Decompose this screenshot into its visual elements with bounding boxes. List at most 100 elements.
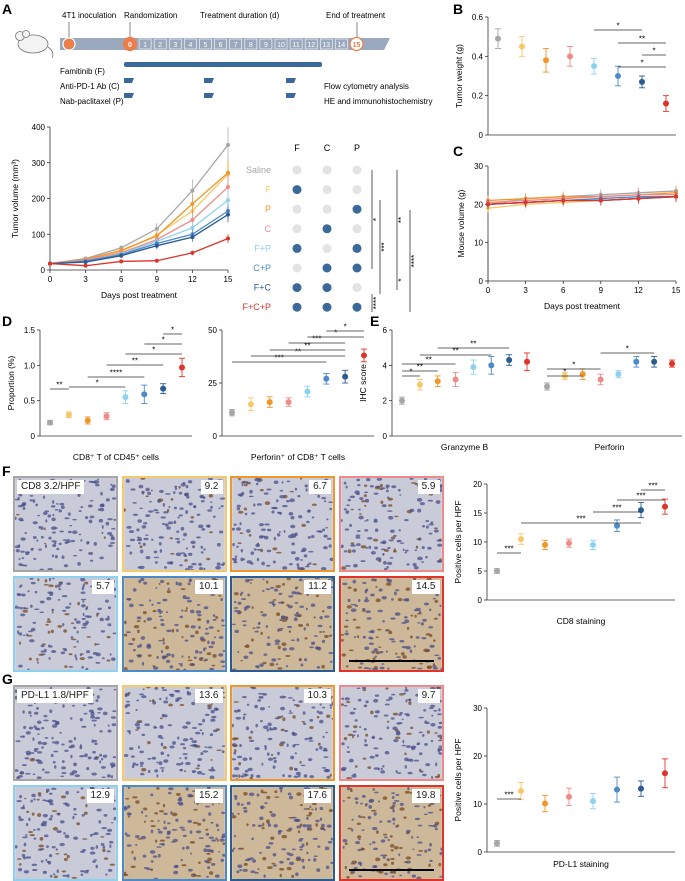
flow-label: Flow cytometry analysis xyxy=(324,82,409,91)
data-point xyxy=(561,198,566,203)
sig-label: **** xyxy=(410,255,419,267)
group-label: Granzyme B xyxy=(441,442,489,452)
data-point xyxy=(119,259,124,264)
data-point xyxy=(636,196,641,201)
data-point xyxy=(615,371,622,378)
day-box xyxy=(274,38,288,50)
x-tick-label: 9 xyxy=(599,286,604,295)
data-point xyxy=(486,202,490,207)
data-point xyxy=(141,391,148,398)
data-point xyxy=(226,209,230,214)
duration-label: Treatment duration (d) xyxy=(200,11,280,20)
series-line-F+C xyxy=(487,196,677,205)
data-point xyxy=(494,840,500,847)
sig-label: * xyxy=(572,361,575,370)
data-point xyxy=(65,411,72,418)
legend-dot xyxy=(352,243,362,253)
data-point xyxy=(544,383,550,390)
tile-count: 6.7 xyxy=(309,480,331,494)
micrograph-tile: CD8 3.2/HPF xyxy=(13,476,118,572)
x-tick-label: 3 xyxy=(523,286,528,295)
day-box xyxy=(229,38,242,50)
day-badge xyxy=(349,36,364,52)
nab-paclitaxel-dose xyxy=(204,93,214,98)
mouse-icon xyxy=(15,30,54,59)
data-point xyxy=(247,401,254,408)
day-box xyxy=(289,38,303,50)
data-point xyxy=(83,257,88,262)
data-point xyxy=(119,253,124,258)
tile-count: PD-L1 1.8/HPF xyxy=(17,689,93,703)
legend-dot xyxy=(322,165,332,175)
sig-label: * xyxy=(397,278,406,281)
x-tick-label: 0 xyxy=(486,286,491,295)
data-point xyxy=(48,261,52,266)
micrograph-tile: 9.2 xyxy=(121,476,227,572)
y-tick-label: 0 xyxy=(478,848,483,857)
y-tick-label: 2 xyxy=(383,397,388,406)
series-line-Saline xyxy=(487,190,677,205)
data-point xyxy=(598,198,603,203)
sig-label: *** xyxy=(274,354,283,363)
drug-f-label: Famitinib (F) xyxy=(60,67,105,76)
data-point xyxy=(83,259,88,264)
data-point xyxy=(342,373,349,380)
data-point xyxy=(674,188,678,193)
data-point xyxy=(47,419,53,426)
data-point xyxy=(542,541,548,548)
data-point xyxy=(361,352,367,359)
data-point xyxy=(103,413,110,420)
panel-e-letter: E xyxy=(370,313,379,329)
day-label: 2 xyxy=(158,42,162,49)
tile-count: 14.5 xyxy=(412,580,440,594)
data-point xyxy=(84,417,91,424)
timeline-bar: 0 1 2 3 4 5 6 7 8 9 10 11 12 13 14 15 xyxy=(60,36,390,52)
data-point xyxy=(523,198,528,203)
day-box xyxy=(319,38,333,50)
y-tick-label: 10 xyxy=(474,239,483,248)
sig-label: * xyxy=(162,336,165,345)
sig-label: **** xyxy=(110,369,122,378)
data-point xyxy=(561,372,568,379)
sig-label: ** xyxy=(397,217,406,223)
data-point xyxy=(638,507,644,514)
group-legend: F C PSalineFPCF+PC+PF+CF+C+P**************… xyxy=(242,143,419,312)
data-point xyxy=(226,142,230,147)
x-axis-label: Days post treatment xyxy=(101,290,178,300)
series-line-F+P xyxy=(49,199,229,265)
legend-group-name: C+P xyxy=(253,263,271,273)
data-point xyxy=(486,202,490,207)
chart-D1: 0 0.5 1.0 1.5 Proportion (%) CD8⁺ T of CD45⁺ … xyxy=(6,326,192,462)
nab-paclitaxel-dose xyxy=(286,93,296,98)
y-axis-label: IHC score xyxy=(358,364,368,402)
data-point xyxy=(434,378,441,385)
data-point xyxy=(636,196,641,201)
sig-label: * xyxy=(626,345,629,354)
data-point xyxy=(662,770,668,777)
y-tick-label: 0 xyxy=(213,432,218,441)
tissue-texture xyxy=(340,578,442,670)
data-point xyxy=(48,261,52,266)
panel-f-letter: F xyxy=(2,463,11,479)
day-label: 3 xyxy=(173,42,177,49)
data-point xyxy=(674,194,678,199)
data-point xyxy=(674,194,678,199)
sig-label: *** xyxy=(636,492,645,501)
panel-a-schematic: A 4T1 inoculation Randomization Treatmen… xyxy=(2,1,432,106)
x-tick-label: 6 xyxy=(119,275,124,284)
x-axis-label: CD8⁺ T of CD45⁺ cells xyxy=(73,452,159,462)
tile-count: CD8 3.2/HPF xyxy=(17,480,85,494)
legend-group-name: F+C xyxy=(254,283,272,293)
sig-label: *** xyxy=(612,504,621,513)
legend-dot xyxy=(352,263,362,273)
y-tick-label: 20 xyxy=(473,752,482,761)
data-point xyxy=(636,192,641,197)
data-point xyxy=(590,798,596,805)
legend-dot xyxy=(292,165,302,175)
series-line-F+C+P xyxy=(49,237,229,267)
data-point xyxy=(154,237,159,242)
data-point xyxy=(83,256,88,261)
micrograph-tile: 15.2 xyxy=(121,785,227,881)
legend-dot xyxy=(322,243,332,253)
